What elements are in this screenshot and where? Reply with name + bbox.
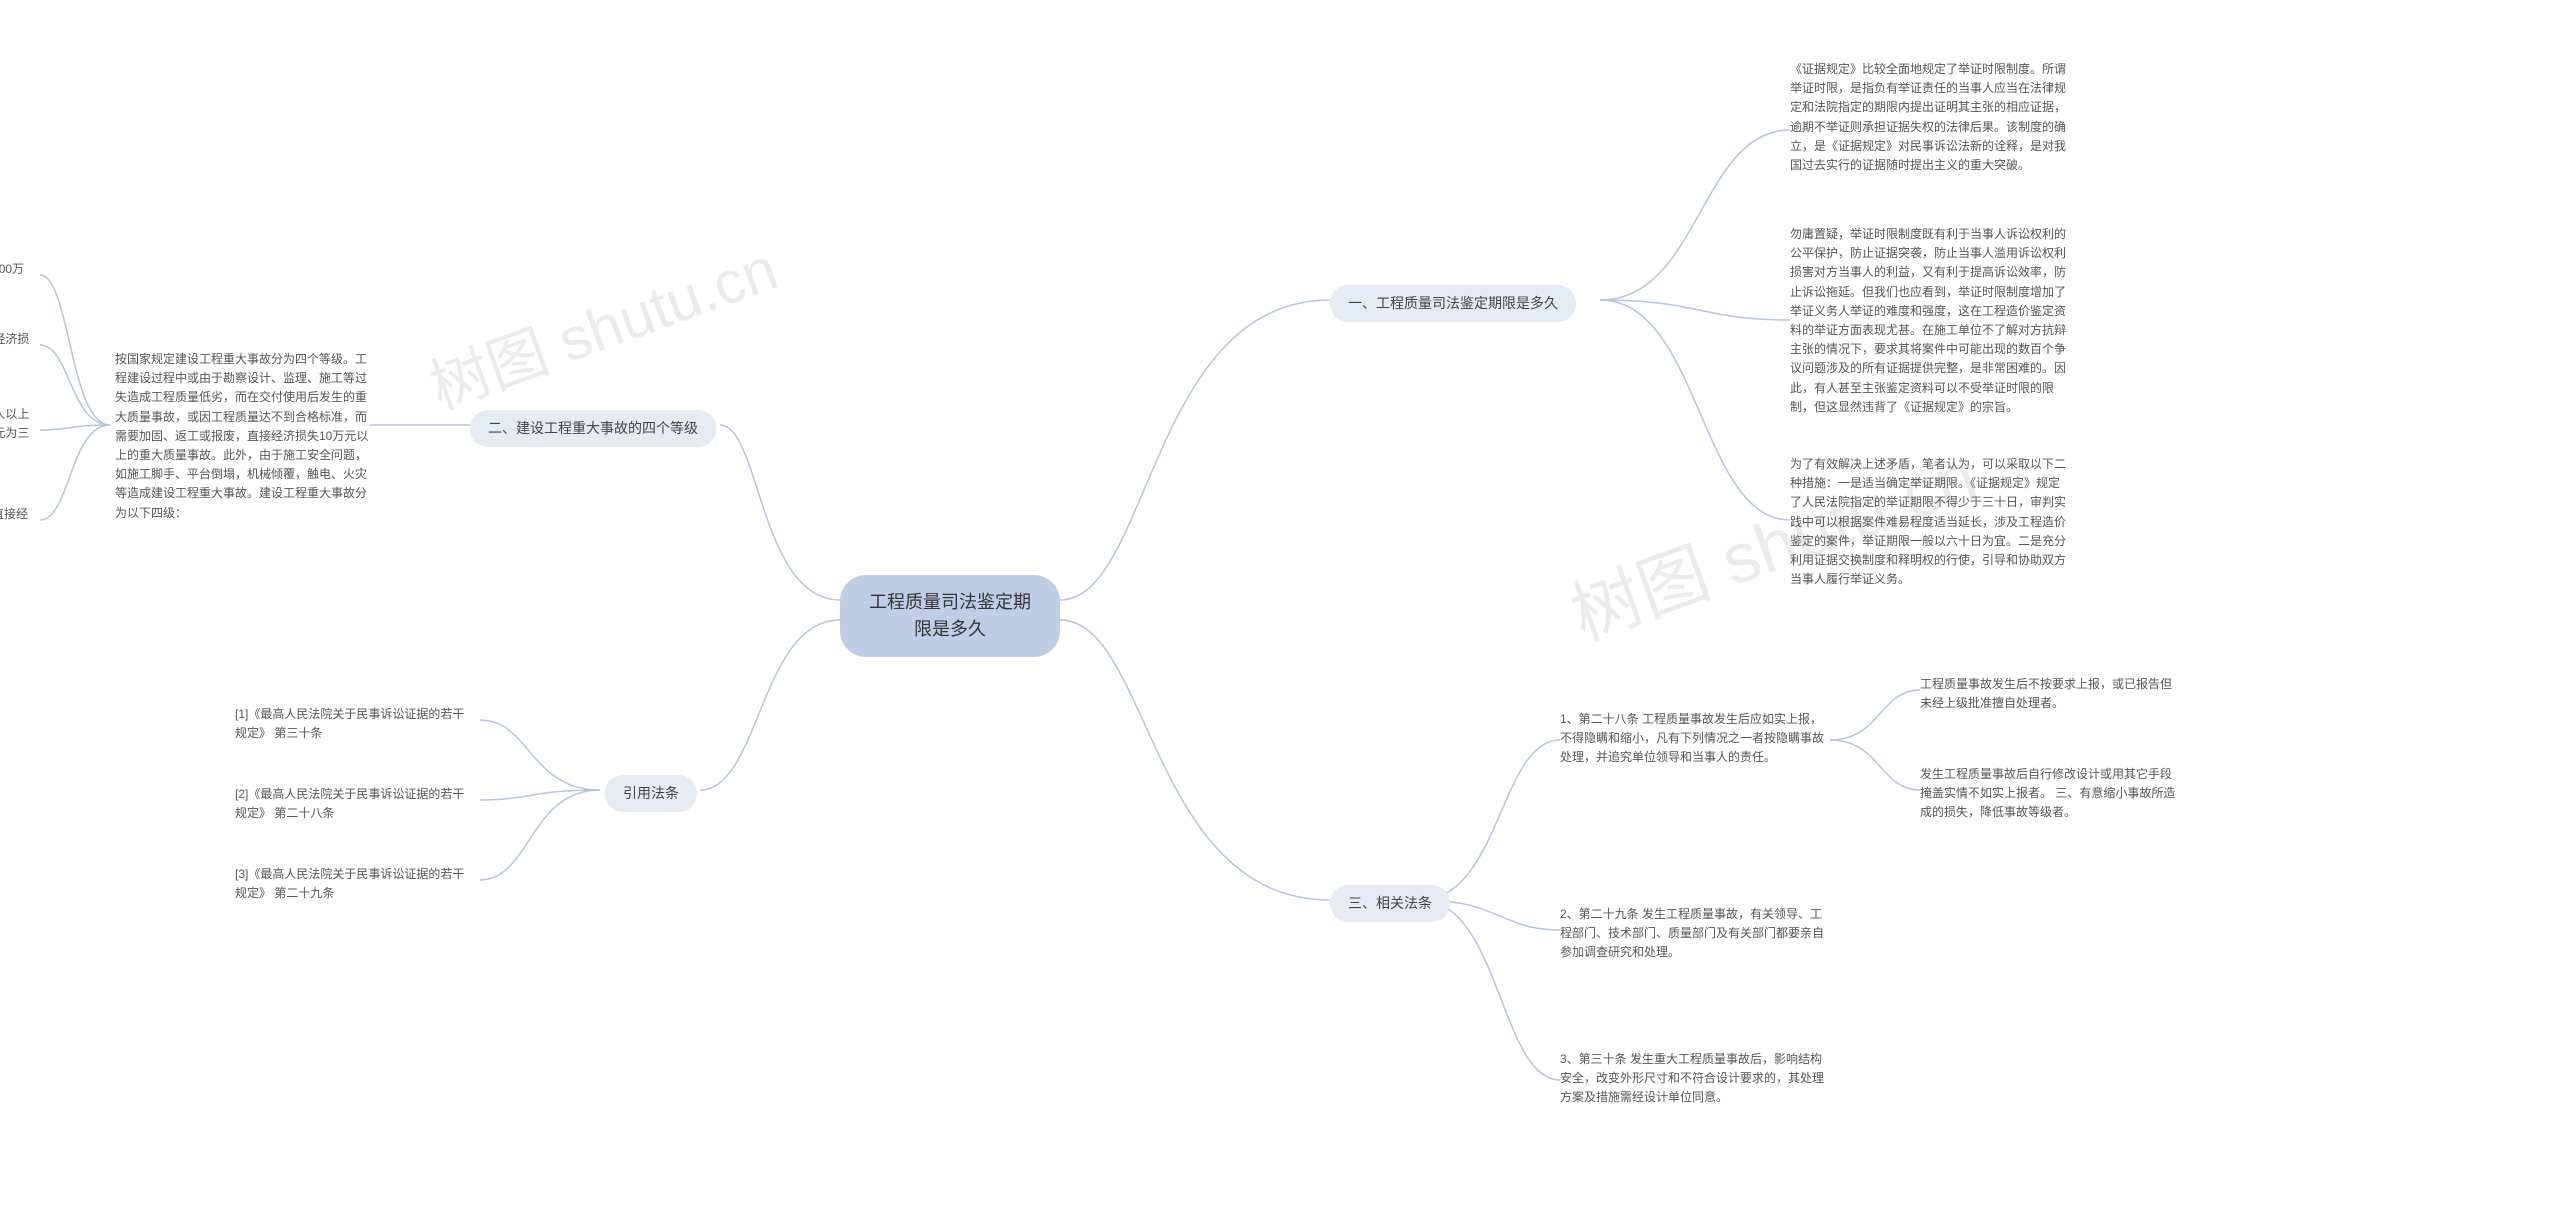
leaf-2-1: 1、凡造成死亡30人以上或直接经济损失300万元以上为一级； [0, 260, 30, 298]
leaf-3-1b: 发生工程质量事故后自行修改设计或用其它手段掩盖实情不如实上报者。 三、有意缩小事… [1920, 765, 2180, 823]
leaf-2-3: 3、凡造成死亡3人以上9人以下或重伤20人以上或直接经济损失30万元以上，不满1… [0, 405, 30, 463]
leaf-2-2: 2、凡造成死亡10人以上29人以下或直接经济损失100万元以上，不满300万元为… [0, 330, 30, 368]
leaf-4-1: [1]《最高人民法院关于民事诉讼证据的若干规定》 第三十条 [235, 705, 475, 743]
leaf-2-4: 4、凡造成死亡2人以上或重伤3人以上或直接经济损失10万元以上，不满30万元为四… [0, 505, 30, 543]
leaf-3-1: 1、第二十八条 工程质量事故发生后应如实上报，不得隐瞒和缩小，凡有下列情况之一者… [1560, 710, 1830, 768]
branch-node-4[interactable]: 引用法条 [605, 775, 697, 812]
branch-node-3[interactable]: 三、相关法条 [1330, 885, 1450, 922]
leaf-1-2: 勿庸置疑，举证时限制度既有利于当事人诉讼权利的公平保护，防止证据突袭，防止当事人… [1790, 225, 2070, 417]
connector-lines [0, 0, 2560, 1214]
watermark: 树图 shutu.cn [416, 220, 787, 426]
leaf-1-3: 为了有效解决上述矛盾，笔者认为，可以采取以下二种措施：一是适当确定举证期限。《证… [1790, 455, 2070, 589]
leaf-3-3: 3、第三十条 发生重大工程质量事故后，影响结构安全，改变外形尺寸和不符合设计要求… [1560, 1050, 1830, 1108]
leaf-3-1a: 工程质量事故发生后不按要求上报，或已报告但未经上级批准擅自处理者。 [1920, 675, 2180, 713]
branch-node-2[interactable]: 二、建设工程重大事故的四个等级 [470, 410, 716, 447]
branch-node-1[interactable]: 一、工程质量司法鉴定期限是多久 [1330, 285, 1576, 322]
leaf-1-1: 《证据规定》比较全面地规定了举证时限制度。所谓举证时限，是指负有举证责任的当事人… [1790, 60, 2070, 175]
center-node[interactable]: 工程质量司法鉴定期限是多久 [840, 575, 1060, 657]
leaf-3-2: 2、第二十九条 发生工程质量事故，有关领导、工程部门、技术部门、质量部门及有关部… [1560, 905, 1830, 963]
leaf-4-3: [3]《最高人民法院关于民事诉讼证据的若干规定》 第二十九条 [235, 865, 475, 903]
leaf-4-2: [2]《最高人民法院关于民事诉讼证据的若干规定》 第二十八条 [235, 785, 475, 823]
leaf-2-intro: 按国家规定建设工程重大事故分为四个等级。工程建设过程中或由于勘察设计、监理、施工… [115, 350, 375, 523]
